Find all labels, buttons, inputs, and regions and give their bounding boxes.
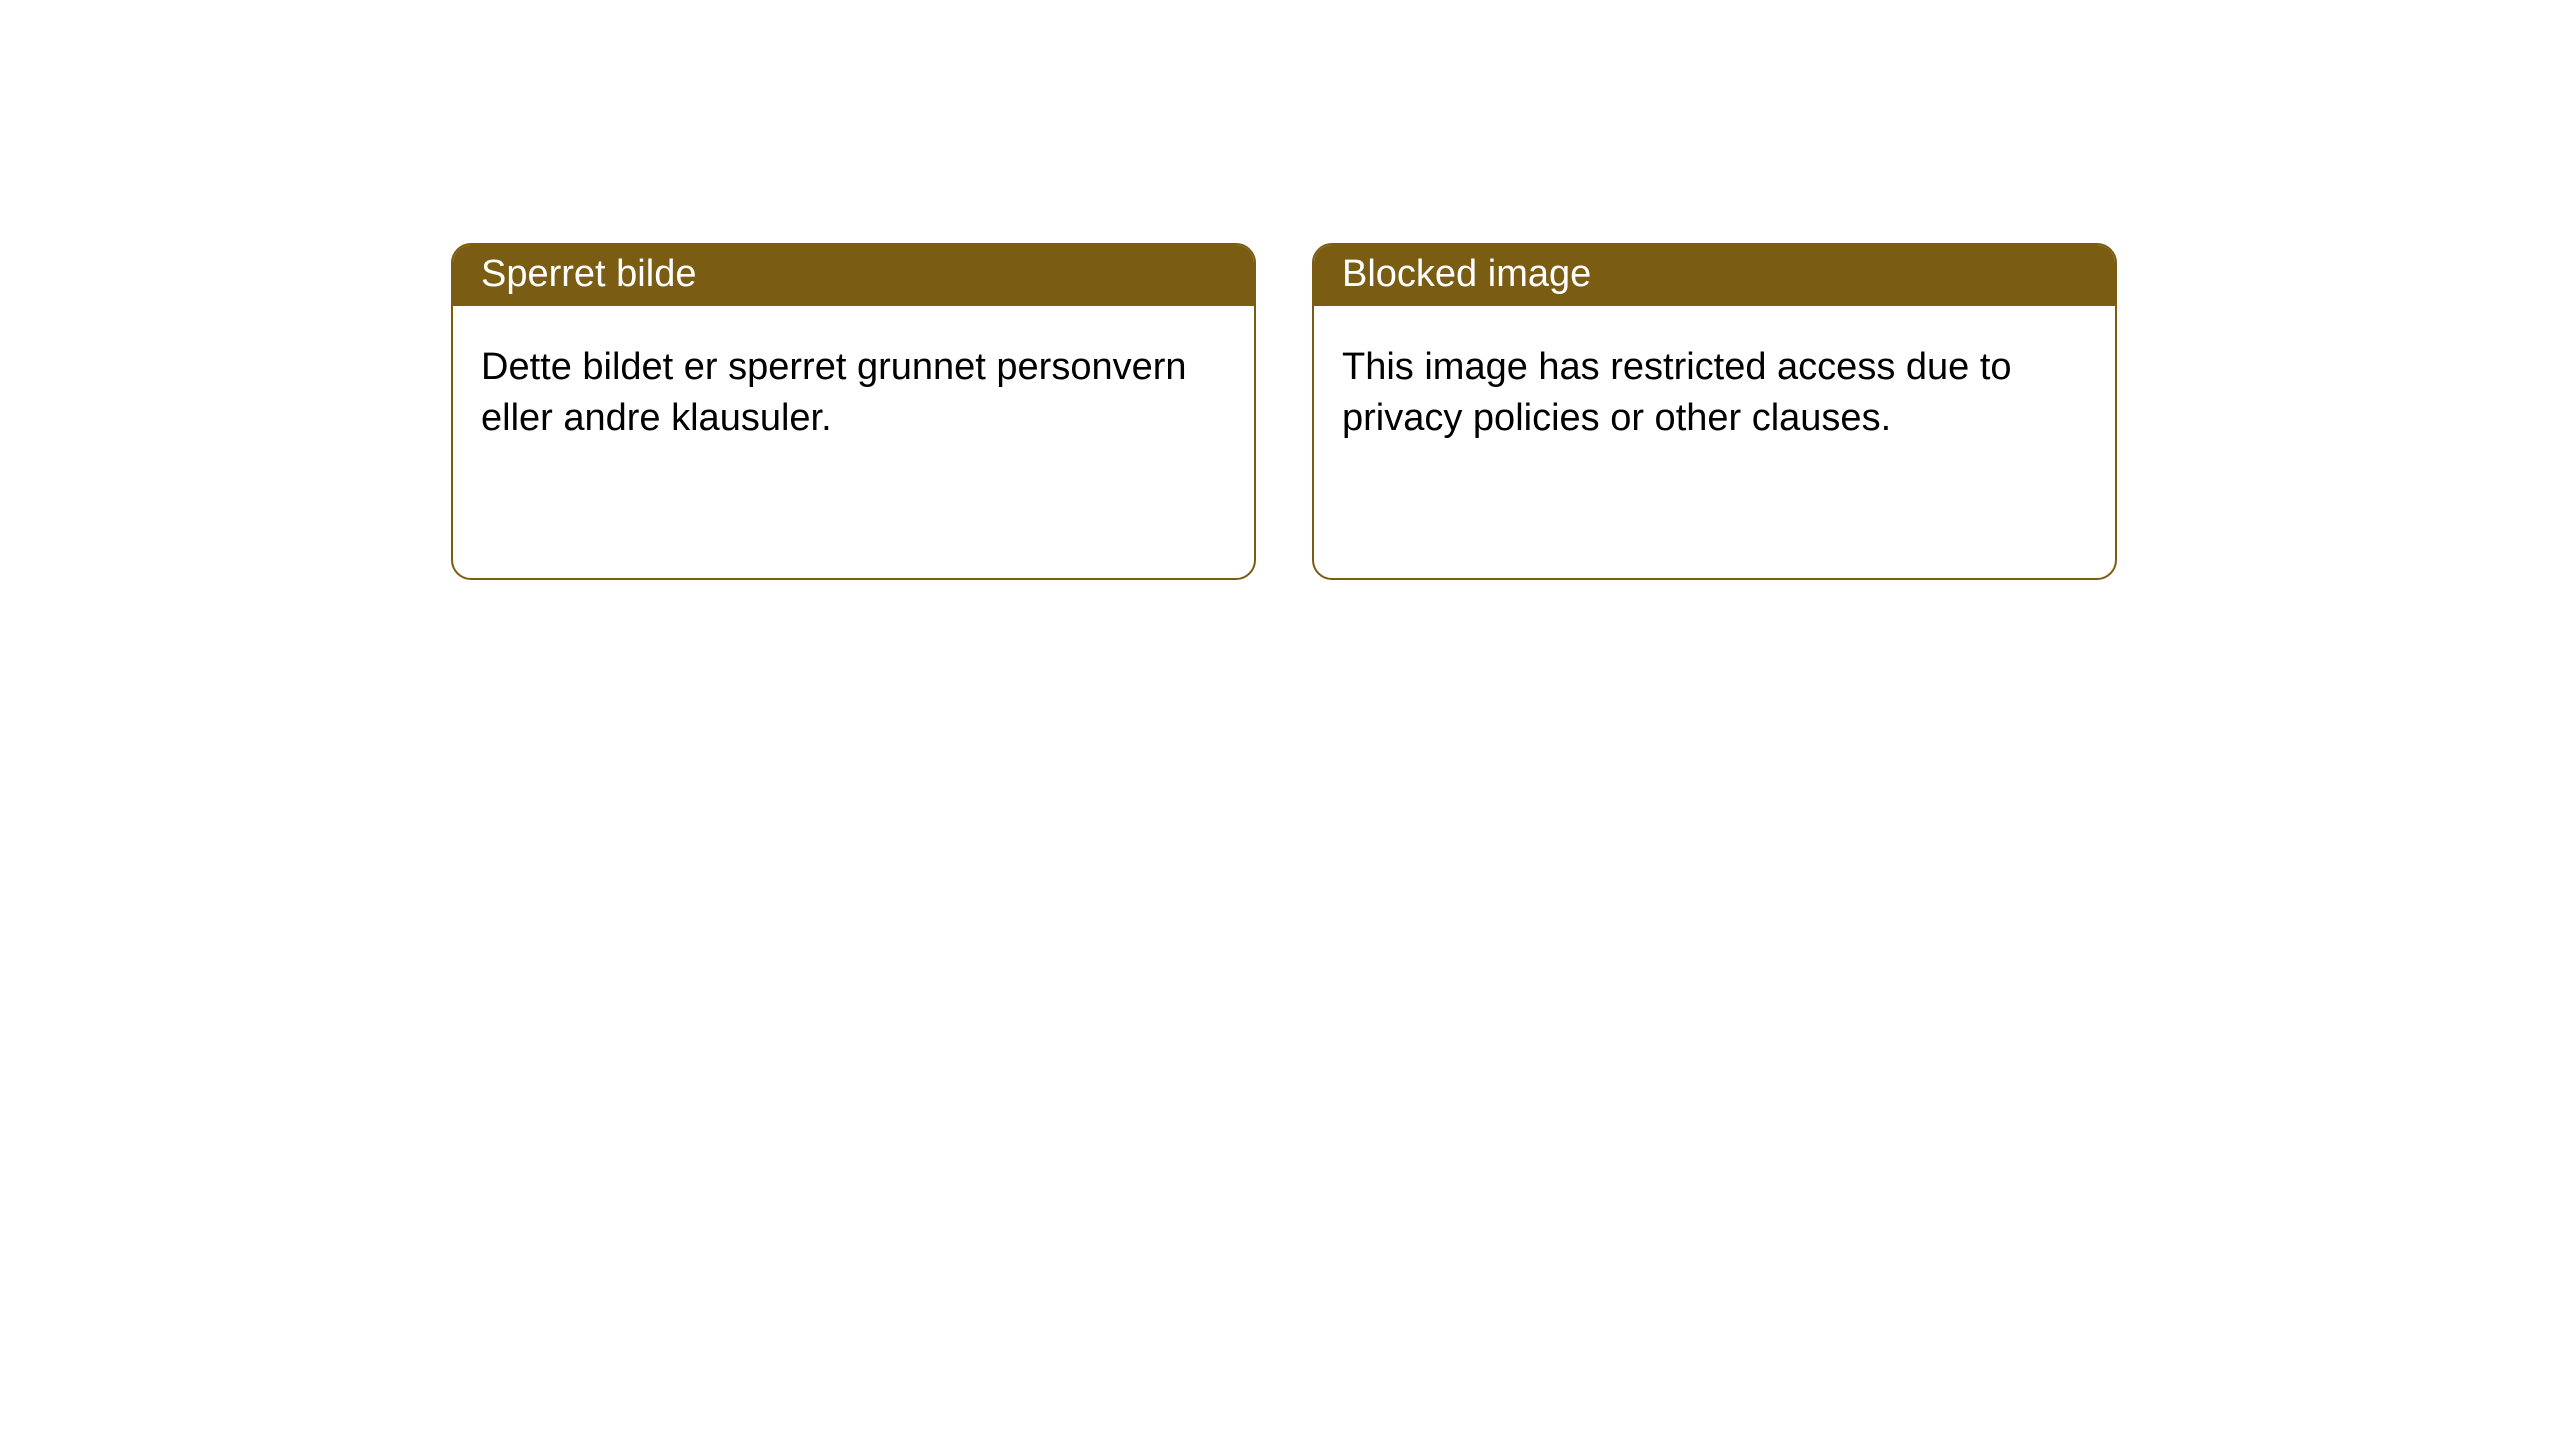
notice-body-en: This image has restricted access due to … (1314, 306, 2115, 481)
notice-body-no: Dette bildet er sperret grunnet personve… (453, 306, 1254, 481)
notice-title-en: Blocked image (1314, 245, 2115, 306)
notice-container: Sperret bilde Dette bildet er sperret gr… (0, 0, 2560, 580)
notice-card-en: Blocked image This image has restricted … (1312, 243, 2117, 580)
notice-title-no: Sperret bilde (453, 245, 1254, 306)
notice-card-no: Sperret bilde Dette bildet er sperret gr… (451, 243, 1256, 580)
